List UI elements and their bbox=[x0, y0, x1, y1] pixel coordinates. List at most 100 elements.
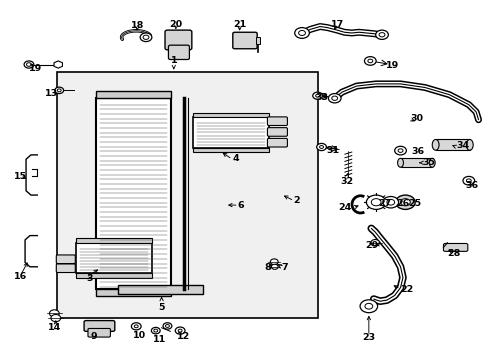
Circle shape bbox=[270, 259, 278, 265]
Circle shape bbox=[24, 61, 34, 68]
Circle shape bbox=[151, 327, 160, 334]
FancyBboxPatch shape bbox=[164, 30, 191, 50]
Circle shape bbox=[359, 300, 377, 313]
Circle shape bbox=[466, 179, 470, 183]
Circle shape bbox=[165, 324, 169, 327]
Circle shape bbox=[366, 195, 385, 210]
Text: 26: 26 bbox=[396, 199, 409, 208]
Bar bbox=[57, 72, 317, 318]
Circle shape bbox=[364, 57, 375, 65]
Circle shape bbox=[382, 197, 398, 208]
Circle shape bbox=[175, 327, 184, 334]
Bar bbox=[193, 148, 268, 152]
Text: 23: 23 bbox=[362, 333, 375, 342]
Text: 22: 22 bbox=[400, 285, 413, 294]
Text: 21: 21 bbox=[232, 19, 246, 28]
Circle shape bbox=[55, 87, 63, 94]
Polygon shape bbox=[54, 61, 62, 68]
Text: 31: 31 bbox=[326, 146, 339, 155]
Text: 33: 33 bbox=[315, 93, 328, 102]
Circle shape bbox=[367, 59, 372, 63]
Bar bbox=[256, 37, 260, 44]
Text: 6: 6 bbox=[237, 201, 244, 210]
Bar bbox=[435, 139, 469, 150]
Circle shape bbox=[163, 323, 171, 329]
Circle shape bbox=[364, 303, 372, 309]
Text: 12: 12 bbox=[177, 332, 190, 341]
Bar bbox=[96, 289, 171, 296]
Circle shape bbox=[178, 329, 182, 332]
Circle shape bbox=[312, 92, 322, 99]
FancyBboxPatch shape bbox=[84, 320, 115, 331]
Circle shape bbox=[462, 176, 474, 185]
Ellipse shape bbox=[397, 158, 403, 167]
Ellipse shape bbox=[431, 139, 438, 150]
Text: 19: 19 bbox=[385, 61, 398, 70]
Text: 9: 9 bbox=[90, 332, 97, 341]
Text: 14: 14 bbox=[48, 323, 61, 332]
Bar bbox=[193, 117, 268, 148]
Text: 2: 2 bbox=[293, 196, 299, 205]
Ellipse shape bbox=[466, 139, 472, 150]
Ellipse shape bbox=[428, 158, 434, 167]
Text: 34: 34 bbox=[456, 141, 469, 150]
Circle shape bbox=[397, 149, 402, 152]
FancyBboxPatch shape bbox=[168, 45, 189, 59]
Text: 30: 30 bbox=[409, 114, 423, 123]
Circle shape bbox=[378, 33, 384, 37]
FancyBboxPatch shape bbox=[232, 32, 257, 49]
Circle shape bbox=[49, 310, 59, 317]
FancyBboxPatch shape bbox=[267, 117, 287, 126]
Circle shape bbox=[328, 94, 340, 103]
Circle shape bbox=[140, 33, 152, 41]
Text: 18: 18 bbox=[130, 21, 143, 30]
Bar bbox=[96, 91, 171, 98]
Circle shape bbox=[294, 28, 309, 39]
Circle shape bbox=[271, 264, 278, 269]
Bar bbox=[76, 273, 152, 278]
Circle shape bbox=[26, 63, 31, 66]
Circle shape bbox=[375, 30, 387, 40]
Text: 36: 36 bbox=[410, 147, 424, 156]
Circle shape bbox=[400, 199, 409, 206]
Text: 25: 25 bbox=[407, 199, 420, 208]
Circle shape bbox=[370, 239, 379, 246]
Text: 35: 35 bbox=[422, 158, 435, 167]
Text: 10: 10 bbox=[133, 331, 146, 340]
Circle shape bbox=[143, 35, 149, 40]
Bar bbox=[96, 98, 171, 289]
FancyBboxPatch shape bbox=[56, 255, 75, 264]
Circle shape bbox=[154, 329, 158, 332]
FancyBboxPatch shape bbox=[267, 128, 287, 136]
Bar bbox=[76, 243, 152, 273]
Circle shape bbox=[134, 325, 138, 328]
Text: 5: 5 bbox=[158, 303, 164, 312]
Text: 29: 29 bbox=[365, 241, 378, 250]
Text: 17: 17 bbox=[330, 19, 343, 28]
Circle shape bbox=[51, 315, 61, 321]
Text: 15: 15 bbox=[14, 172, 27, 181]
Bar bbox=[400, 158, 431, 167]
Bar bbox=[118, 285, 203, 294]
Text: 24: 24 bbox=[338, 203, 351, 212]
Text: 11: 11 bbox=[152, 335, 165, 344]
Circle shape bbox=[395, 195, 414, 210]
Text: 32: 32 bbox=[340, 177, 353, 186]
Circle shape bbox=[394, 146, 406, 155]
Circle shape bbox=[131, 323, 141, 330]
Text: 7: 7 bbox=[281, 264, 287, 273]
Bar bbox=[193, 113, 268, 117]
Circle shape bbox=[316, 143, 326, 150]
Text: 16: 16 bbox=[14, 272, 27, 281]
Text: 27: 27 bbox=[378, 199, 391, 208]
Text: 13: 13 bbox=[44, 89, 58, 98]
Text: 19: 19 bbox=[29, 64, 42, 73]
Bar bbox=[76, 238, 152, 243]
FancyBboxPatch shape bbox=[56, 264, 75, 273]
Text: 20: 20 bbox=[169, 19, 183, 28]
Text: 3: 3 bbox=[86, 274, 92, 283]
Text: 4: 4 bbox=[232, 154, 239, 163]
Text: 36: 36 bbox=[464, 181, 477, 190]
FancyBboxPatch shape bbox=[267, 138, 287, 147]
FancyBboxPatch shape bbox=[443, 243, 467, 251]
